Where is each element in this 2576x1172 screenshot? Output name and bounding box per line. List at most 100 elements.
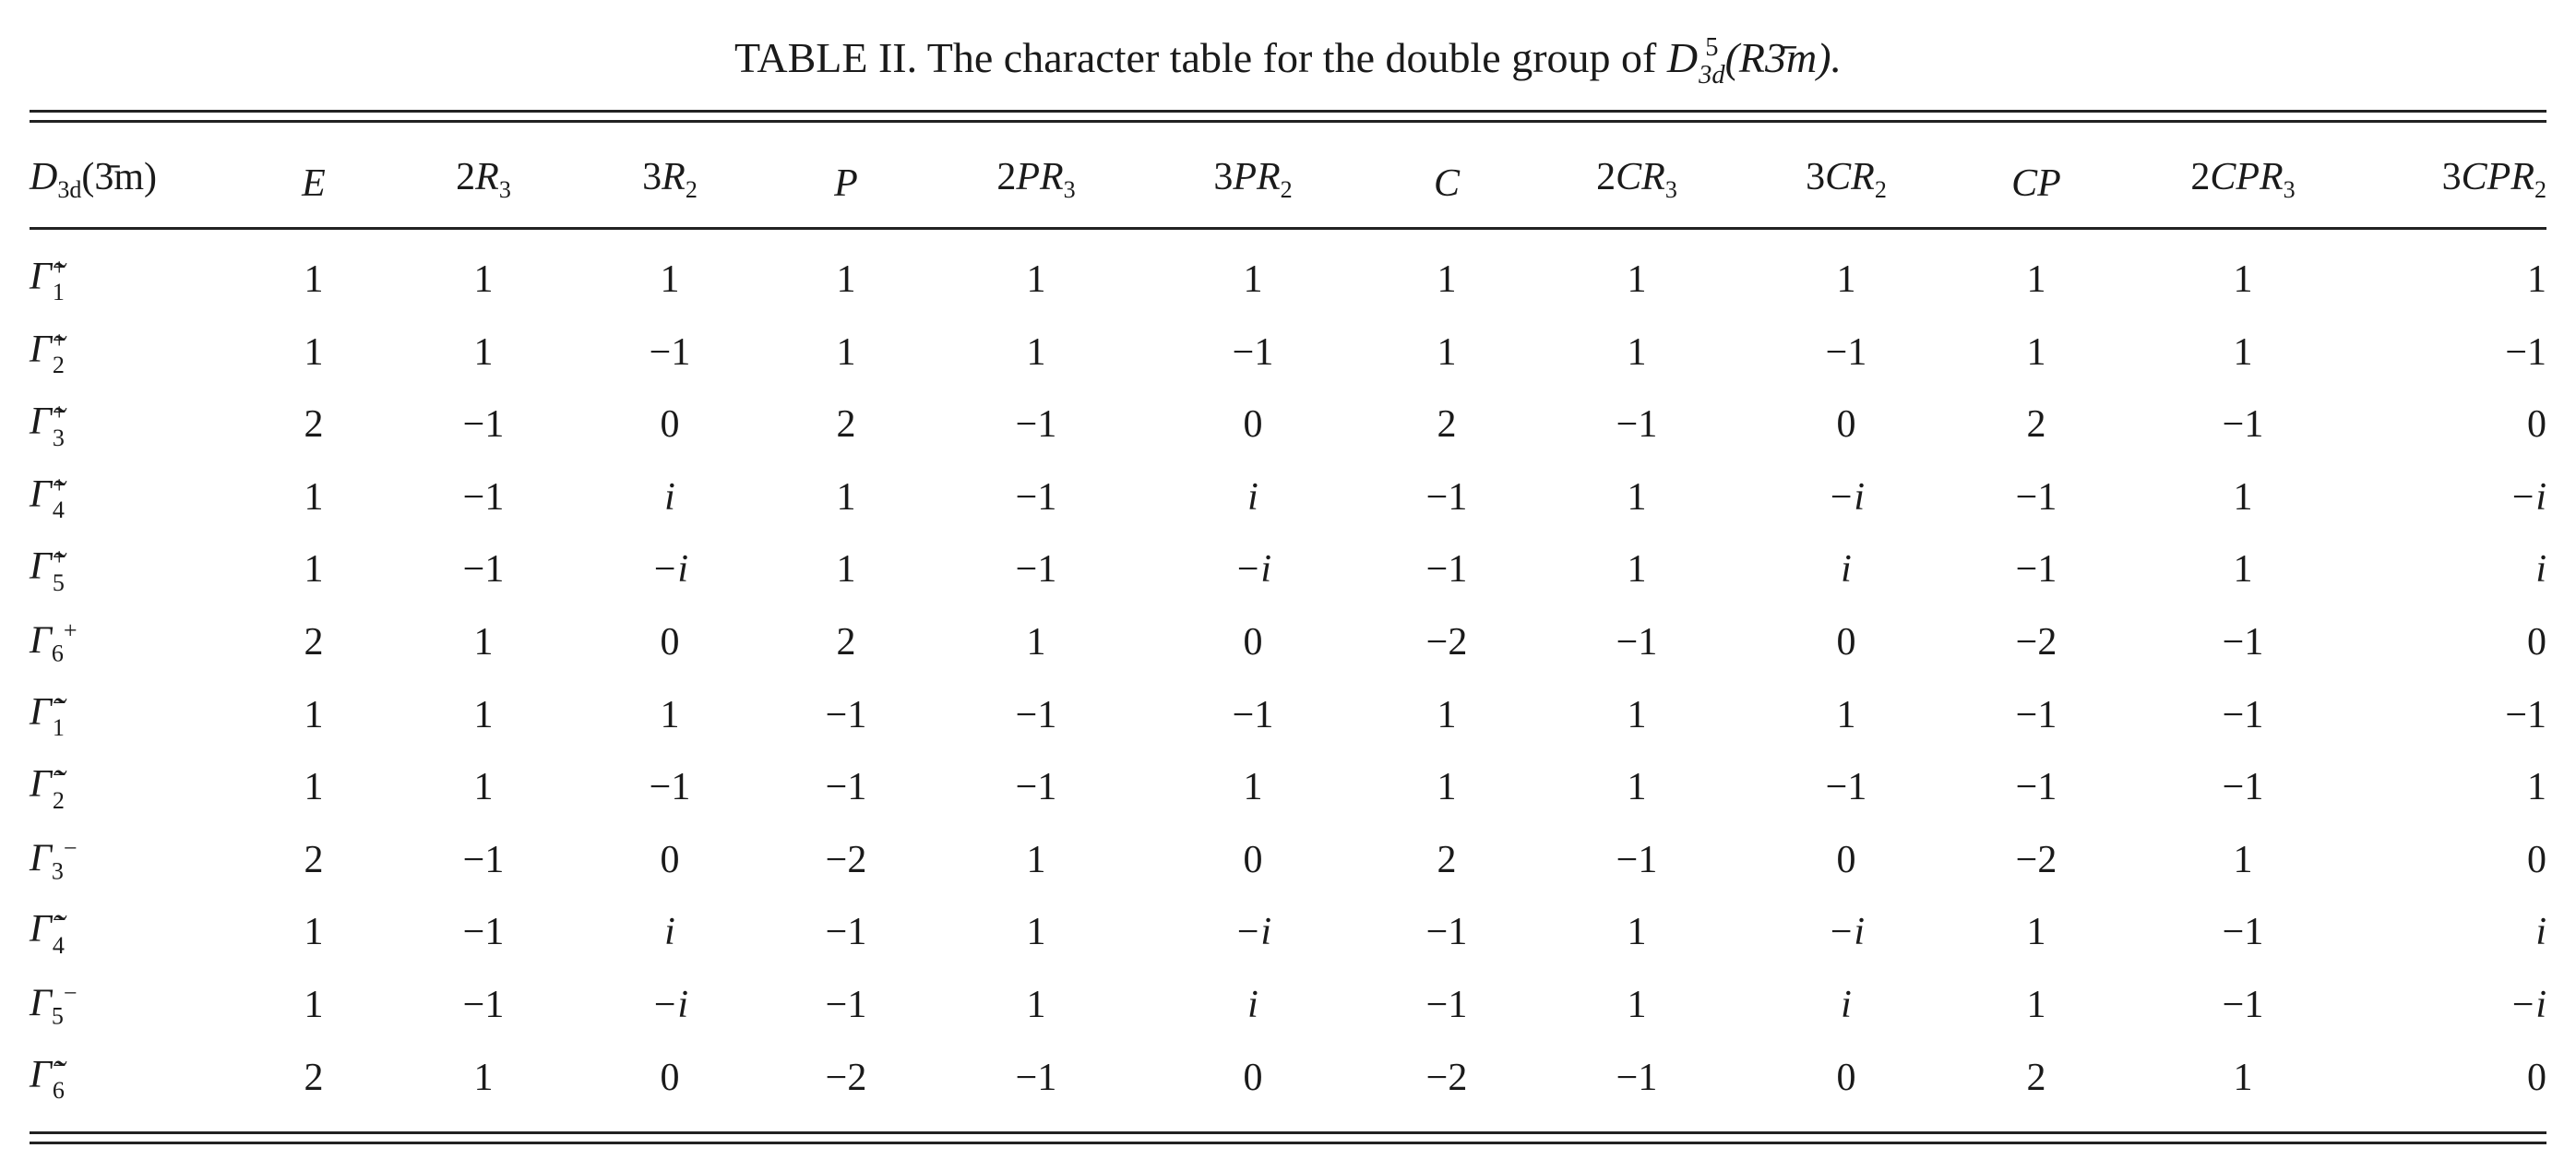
rule — [30, 110, 2546, 113]
character-value: 1 — [1026, 330, 1046, 374]
character-value: 1 — [1836, 693, 1856, 736]
script-stack: −2 — [53, 762, 66, 813]
subscript: 2 — [52, 352, 65, 379]
character-value: 1 — [473, 1056, 494, 1099]
table-caption: TABLE II. The character table for the do… — [0, 33, 2576, 90]
superscript: − — [52, 906, 66, 934]
header-cell: E — [302, 161, 326, 207]
script-stack: +5 — [53, 544, 66, 595]
subscript: 3 — [1063, 176, 1076, 204]
character-value: 1 — [1627, 548, 1647, 592]
header-cell: 3R2 — [642, 154, 698, 213]
character-value: −2 — [1425, 1056, 1468, 1099]
header-cell: 3PR2 — [1213, 154, 1292, 213]
character-value: 1 — [1627, 693, 1647, 736]
character-value: 1 — [2233, 548, 2253, 592]
subscript: 1 — [52, 714, 65, 742]
character-value: −1 — [1232, 330, 1274, 374]
character-value: 1 — [304, 258, 324, 301]
character-value: 1 — [2026, 911, 2046, 954]
character-value: −2 — [825, 1056, 867, 1099]
symbol: Γ̃ — [30, 401, 52, 444]
subscript: 2 — [1874, 176, 1887, 204]
character-value: 1 — [2233, 330, 2253, 374]
coefficient: 2 — [2190, 155, 2211, 198]
character-value: 1 — [2527, 258, 2546, 301]
script-stack: +1 — [53, 255, 66, 305]
character-value: 1 — [1437, 766, 1457, 809]
character-value: −1 — [1232, 693, 1274, 736]
character-value: −1 — [1825, 330, 1867, 374]
character-value: −1 — [462, 911, 505, 954]
character-value: −1 — [649, 766, 691, 809]
character-value: 1 — [1437, 330, 1457, 374]
caption-symbol: D 5 3d (R3̄m). — [1667, 34, 1842, 90]
character-value: 0 — [1836, 1056, 1856, 1099]
character-value: 1 — [1026, 621, 1046, 664]
superscript: − — [52, 1051, 66, 1079]
row-label: Γ̃ −2 — [30, 761, 66, 813]
subscript: 3d — [57, 176, 82, 204]
header-cell: D3d(3̄m) — [30, 154, 157, 213]
character-value: 1 — [1627, 984, 1647, 1026]
row-label: Γ̃ +3 — [30, 399, 66, 450]
character-value: 0 — [2527, 403, 2546, 447]
row-label: Γ3− — [30, 825, 78, 894]
character-value: −1 — [462, 475, 505, 519]
character-value: 1 — [304, 766, 324, 809]
character-value: 1 — [473, 693, 494, 736]
character-value: −1 — [2222, 693, 2264, 736]
character-value: i — [664, 911, 675, 954]
character-value: −i — [650, 984, 689, 1026]
character-value: 1 — [473, 621, 494, 664]
character-value: 2 — [836, 403, 856, 447]
character-value: i — [2535, 911, 2546, 954]
subscript: 4 — [52, 931, 65, 959]
subscript: 2 — [1280, 176, 1293, 204]
character-value: −1 — [1616, 838, 1658, 881]
symbol: R — [662, 155, 686, 198]
character-value: 0 — [2527, 838, 2546, 881]
character-value: −1 — [462, 838, 505, 881]
rule — [30, 120, 2546, 123]
row-label: Γ̃ −6 — [30, 1051, 66, 1103]
character-value: −1 — [2015, 693, 2057, 736]
script-stack: 5 3d — [1699, 34, 1725, 90]
character-value: 0 — [1836, 838, 1856, 881]
script-stack: −1 — [52, 689, 66, 742]
row-label: Γ5− — [30, 971, 78, 1040]
superscript: − — [63, 979, 78, 1007]
character-value: −1 — [1015, 548, 1057, 592]
row-label: Γ̃ +5 — [30, 544, 66, 595]
character-value: −1 — [2222, 621, 2264, 664]
character-value: −1 — [1425, 911, 1468, 954]
character-value: 1 — [2233, 1056, 2253, 1099]
subscript: 4 — [52, 496, 65, 524]
row-label: Γ̃ +2 — [30, 327, 66, 379]
character-value: 1 — [836, 475, 856, 519]
symbol: Γ̃ — [30, 1053, 52, 1096]
character-value: −1 — [2505, 693, 2546, 736]
character-value: i — [2535, 548, 2546, 592]
header-cell: 2CPR3 — [2190, 154, 2295, 213]
superscript: + — [52, 399, 66, 426]
character-value: −1 — [1616, 403, 1658, 447]
character-value: 1 — [2026, 984, 2046, 1026]
symbol: Γ — [30, 837, 52, 880]
header-cell: 3CPR2 — [2442, 154, 2546, 213]
character-value: 1 — [1836, 258, 1856, 301]
subscript: 3 — [52, 424, 65, 451]
symbol: Γ — [30, 982, 52, 1025]
character-value: −2 — [2015, 838, 2057, 881]
character-value: 1 — [1026, 838, 1046, 881]
character-value: 1 — [1627, 911, 1647, 954]
character-value: 1 — [2026, 258, 2046, 301]
symbol: E — [302, 162, 326, 205]
script-stack: −4 — [52, 906, 66, 959]
character-value: 1 — [304, 330, 324, 374]
character-value: 1 — [1627, 330, 1647, 374]
character-value: −1 — [1015, 1056, 1057, 1099]
character-value: −2 — [1425, 621, 1468, 664]
character-value: −1 — [1015, 693, 1057, 736]
row-label: Γ̃ +1 — [30, 254, 66, 305]
